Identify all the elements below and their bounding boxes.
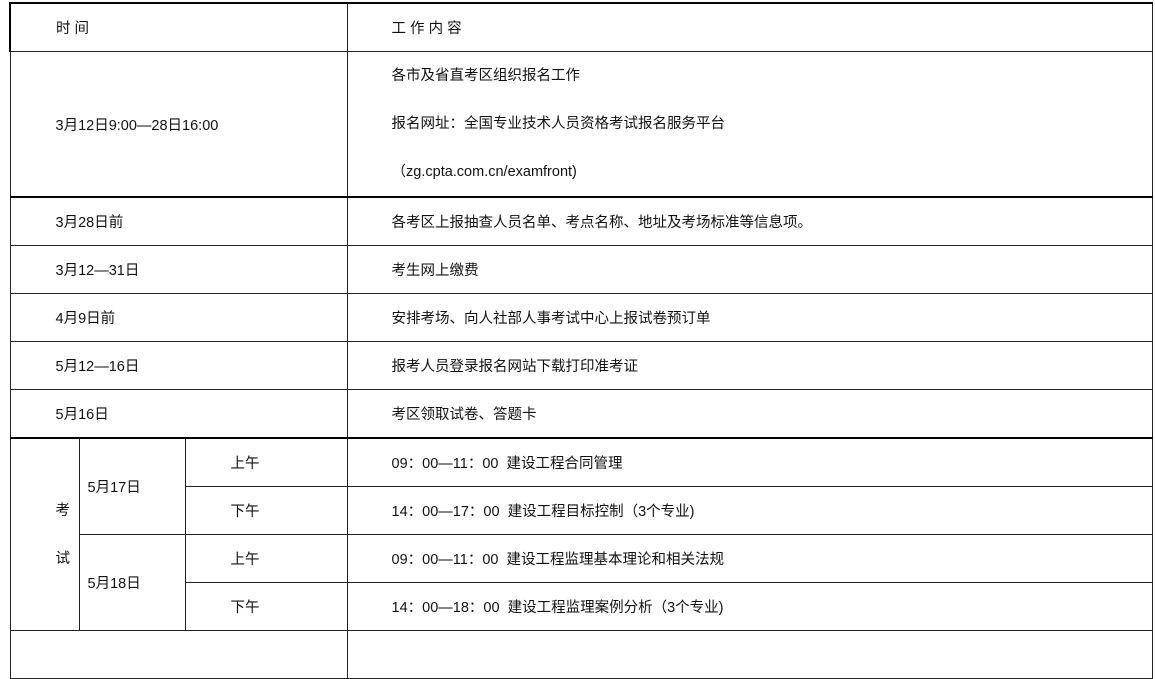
exam-row: 5月18日 上午 09：00—11：00 建设工程监理基本理论和相关法规 <box>10 534 1153 631</box>
table-row: 5月12—16日 报考人员登录报名网站下载打印准考证 <box>9 341 1153 390</box>
time-cell: 5月12—16日 <box>9 341 348 390</box>
time-cell: 5月16日 <box>9 389 348 439</box>
content-line: 各市及省直考区组织报名工作 <box>391 68 581 84</box>
time-cell: 4月9日前 <box>9 293 348 342</box>
exam-session: 09：00—11：00 建设工程合同管理 <box>346 437 1153 487</box>
exam-row: 考 试 5月17日 上午 09：00—11：00 建设工程合同管理 <box>9 437 1153 631</box>
exam-label-top: 考 <box>55 502 71 519</box>
exam-session: 14：00—17：00 建设工程目标控制（3个专业) <box>346 486 1153 535</box>
table-row: 3月12日9:00—28日16:00 各市及省直考区组织报名工作 报名网址：全国… <box>9 51 1153 198</box>
table-row: 3月28日前 各考区上报抽查人员名单、考点名称、地址及考场标准等信息项。 <box>9 196 1153 246</box>
content-cell: 安排考场、向人社部人事考试中心上报试卷预订单 <box>346 293 1153 342</box>
exam-half: 下午 <box>184 582 348 631</box>
exam-date: 5月18日 <box>78 534 186 631</box>
content-cell: 各考区上报抽查人员名单、考点名称、地址及考场标准等信息项。 <box>346 196 1153 246</box>
content-cell <box>346 630 1153 679</box>
table-row-partial <box>9 630 1153 679</box>
time-cell <box>9 630 348 679</box>
table-row: 5月16日 考区领取试卷、答题卡 <box>9 389 1153 439</box>
exam-schedule-table: 时 间 工 作 内 容 3月12日9:00—28日16:00 各市及省直考区组织… <box>8 2 1153 679</box>
exam-half: 下午 <box>184 486 348 535</box>
time-cell: 3月28日前 <box>9 196 348 246</box>
exam-date: 5月17日 <box>78 437 186 535</box>
header-content: 工 作 内 容 <box>346 2 1153 52</box>
header-row: 时 间 工 作 内 容 <box>8 2 1153 52</box>
time-cell: 3月12—31日 <box>9 245 348 294</box>
exam-session: 09：00—11：00 建设工程监理基本理论和相关法规 <box>346 534 1153 583</box>
website-link[interactable]: （zg.cpta.com.cn/examfront) <box>391 164 577 180</box>
table-row: 4月9日前 安排考场、向人社部人事考试中心上报试卷预订单 <box>9 293 1153 342</box>
exam-row: 下午 14：00—18：00 建设工程监理案例分析（3个专业) <box>10 582 1153 631</box>
exam-half: 上午 <box>184 534 348 583</box>
time-cell: 3月12日9:00—28日16:00 <box>9 51 348 198</box>
exam-label-bottom: 试 <box>55 550 71 567</box>
table-row: 3月12—31日 考生网上缴费 <box>9 245 1153 294</box>
header-time: 时 间 <box>8 2 348 52</box>
content-cell: 各市及省直考区组织报名工作 报名网址：全国专业技术人员资格考试报名服务平台 （z… <box>346 51 1153 198</box>
exam-session: 14：00—18：00 建设工程监理案例分析（3个专业) <box>346 582 1153 631</box>
content-cell: 考生网上缴费 <box>346 245 1153 294</box>
exam-row: 下午 14：00—17：00 建设工程目标控制（3个专业) <box>10 486 1153 535</box>
exam-half: 上午 <box>184 437 348 487</box>
content-cell: 考区领取试卷、答题卡 <box>346 389 1153 439</box>
content-cell: 报考人员登录报名网站下载打印准考证 <box>346 341 1153 390</box>
content-line: 报名网址：全国专业技术人员资格考试报名服务平台 <box>391 116 726 132</box>
exam-label-cell: 考 试 <box>9 437 80 631</box>
